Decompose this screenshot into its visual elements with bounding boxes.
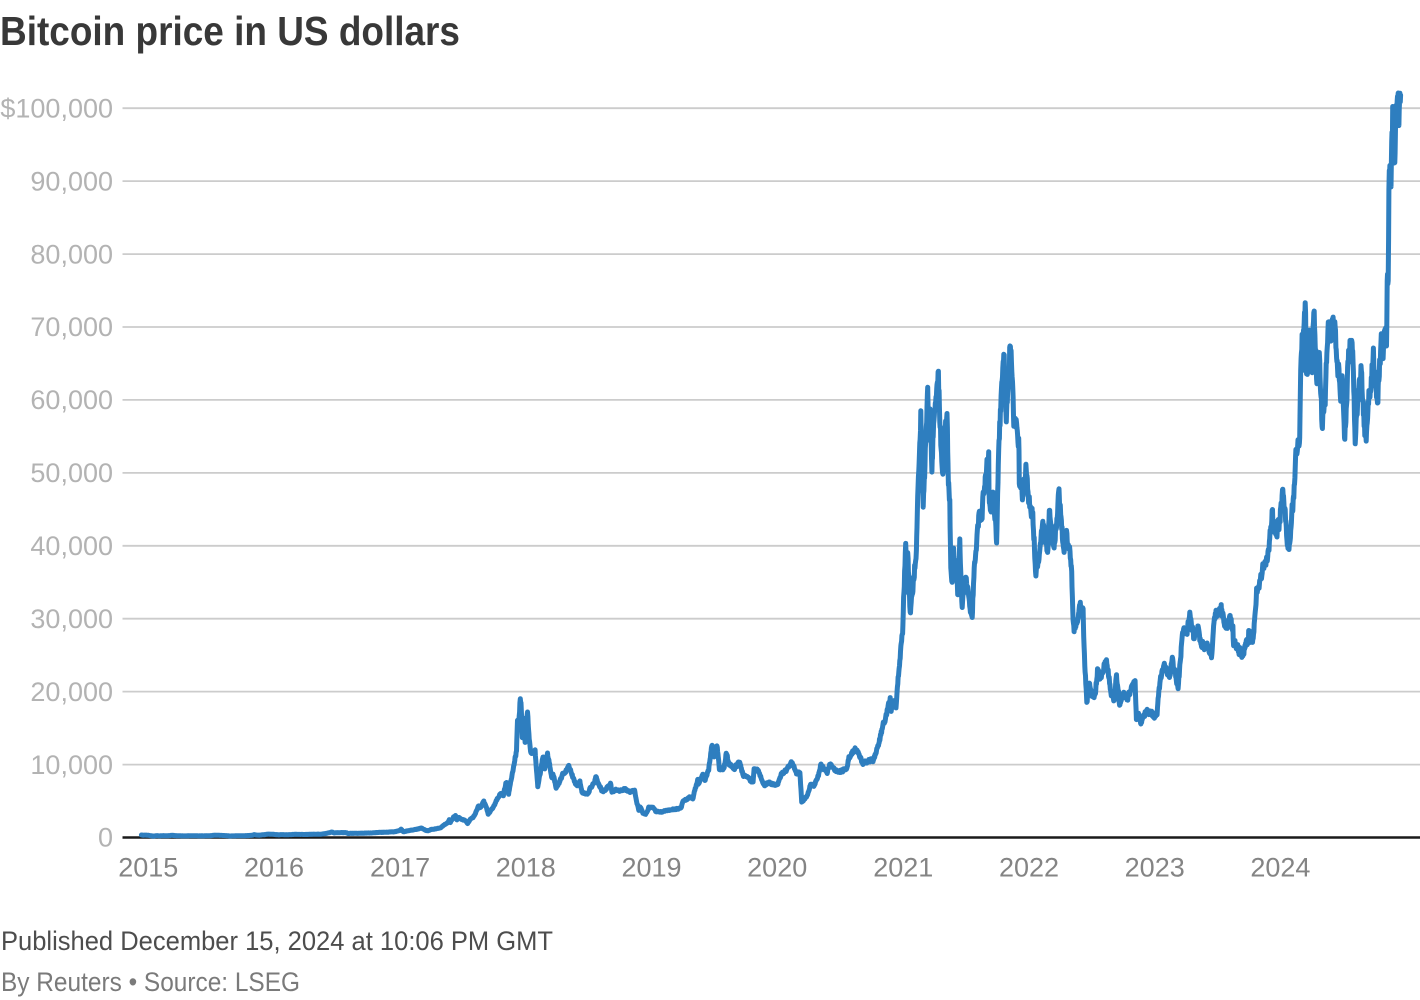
- svg-text:2018: 2018: [496, 853, 556, 883]
- svg-text:2020: 2020: [747, 853, 807, 883]
- svg-text:$100,000: $100,000: [0, 93, 113, 123]
- svg-text:2021: 2021: [873, 853, 933, 883]
- svg-text:2023: 2023: [1125, 853, 1185, 883]
- svg-text:70,000: 70,000: [30, 312, 113, 342]
- svg-text:2017: 2017: [370, 853, 430, 883]
- svg-text:2024: 2024: [1250, 853, 1310, 883]
- svg-text:10,000: 10,000: [30, 750, 113, 780]
- svg-text:20,000: 20,000: [30, 677, 113, 707]
- svg-text:2019: 2019: [621, 853, 681, 883]
- svg-text:50,000: 50,000: [30, 458, 113, 488]
- svg-text:Published December 15, 2024 at: Published December 15, 2024 at 10:06 PM …: [1, 926, 553, 956]
- svg-text:80,000: 80,000: [30, 239, 113, 269]
- svg-text:0: 0: [98, 823, 113, 853]
- svg-text:60,000: 60,000: [30, 385, 113, 415]
- svg-text:By Reuters • Source: LSEG: By Reuters • Source: LSEG: [1, 967, 300, 997]
- svg-text:90,000: 90,000: [30, 166, 113, 196]
- svg-text:2015: 2015: [118, 853, 178, 883]
- svg-text:2022: 2022: [999, 853, 1059, 883]
- svg-text:40,000: 40,000: [30, 531, 113, 561]
- svg-text:Bitcoin price in US dollars: Bitcoin price in US dollars: [0, 8, 460, 54]
- svg-text:2016: 2016: [244, 853, 304, 883]
- svg-text:30,000: 30,000: [30, 604, 113, 634]
